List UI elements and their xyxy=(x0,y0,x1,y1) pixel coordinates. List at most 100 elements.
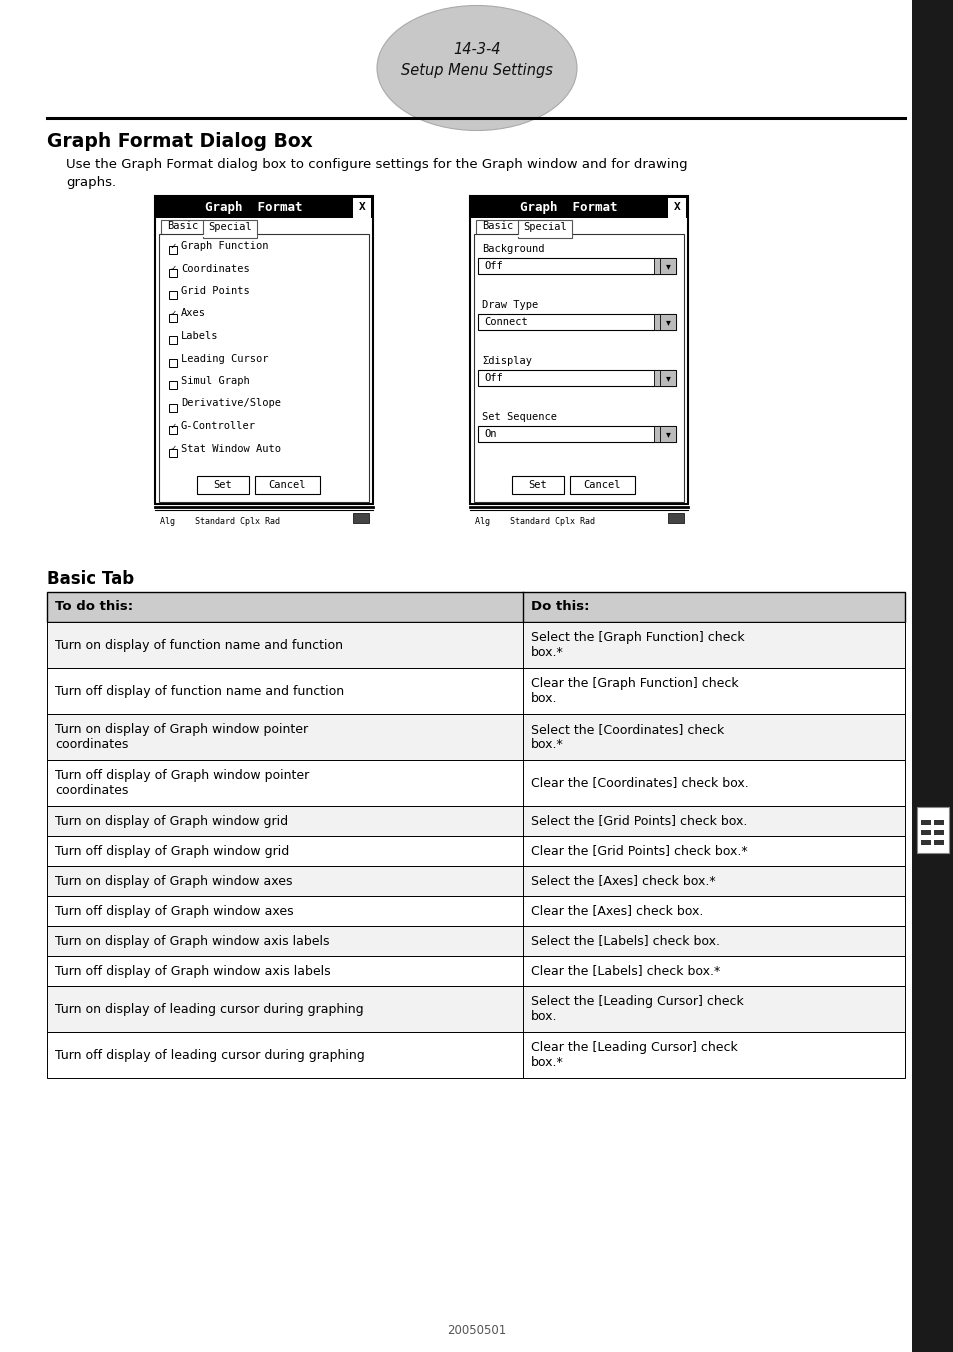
Text: ▾: ▾ xyxy=(665,429,670,439)
Bar xyxy=(933,830,943,836)
Text: ✓: ✓ xyxy=(171,443,175,453)
Bar xyxy=(47,896,904,926)
Text: 20050501: 20050501 xyxy=(447,1324,506,1337)
Text: Select the [Grid Points] check box.: Select the [Grid Points] check box. xyxy=(531,814,746,827)
Text: Derivative/Slope: Derivative/Slope xyxy=(181,399,281,408)
Text: Graph Function: Graph Function xyxy=(181,241,268,251)
Text: Axes: Axes xyxy=(181,308,206,319)
Bar xyxy=(47,926,904,956)
Text: ▾: ▾ xyxy=(665,373,670,383)
Text: G-Controller: G-Controller xyxy=(181,420,255,431)
Text: Turn off display of Graph window pointer
coordinates: Turn off display of Graph window pointer… xyxy=(55,769,309,796)
Bar xyxy=(517,220,572,238)
Bar xyxy=(920,821,930,825)
Text: Turn off display of Graph window axis labels: Turn off display of Graph window axis la… xyxy=(55,964,331,977)
Text: Graph Format Dialog Box: Graph Format Dialog Box xyxy=(47,132,313,151)
Text: Set: Set xyxy=(213,480,233,489)
Text: Alg    Standard Cplx Rad: Alg Standard Cplx Rad xyxy=(475,518,595,526)
Bar xyxy=(169,337,177,343)
Text: Clear the [Labels] check box.*: Clear the [Labels] check box.* xyxy=(531,964,720,977)
Text: Off: Off xyxy=(483,373,502,383)
Text: Turn on display of Graph window axis labels: Turn on display of Graph window axis lab… xyxy=(55,934,329,948)
Text: Special: Special xyxy=(208,222,252,233)
Text: Turn on display of leading cursor during graphing: Turn on display of leading cursor during… xyxy=(55,1002,363,1015)
Text: Connect: Connect xyxy=(483,316,527,327)
Text: ✓: ✓ xyxy=(171,310,175,318)
Text: Graph  Format: Graph Format xyxy=(519,200,618,214)
Bar xyxy=(569,476,635,493)
Bar xyxy=(161,220,205,237)
Text: Select the [Graph Function] check
box.*: Select the [Graph Function] check box.* xyxy=(531,631,744,658)
Text: Clear the [Coordinates] check box.: Clear the [Coordinates] check box. xyxy=(531,776,748,790)
Bar xyxy=(169,269,177,277)
Bar xyxy=(47,1032,904,1078)
Bar xyxy=(659,258,676,274)
Bar xyxy=(47,592,904,622)
Text: Turn on display of Graph window pointer
coordinates: Turn on display of Graph window pointer … xyxy=(55,723,308,750)
Text: Select the [Leading Cursor] check
box.: Select the [Leading Cursor] check box. xyxy=(531,995,743,1023)
Bar xyxy=(920,830,930,836)
Text: Stat Window Auto: Stat Window Auto xyxy=(181,443,281,453)
Bar xyxy=(477,370,676,387)
Bar xyxy=(916,807,948,853)
Text: Cancel: Cancel xyxy=(582,480,620,489)
Bar xyxy=(911,0,953,1352)
Text: Clear the [Leading Cursor] check
box.*: Clear the [Leading Cursor] check box.* xyxy=(531,1041,737,1069)
Bar xyxy=(159,234,369,502)
Text: On: On xyxy=(483,429,496,439)
Bar xyxy=(47,668,904,714)
Text: Draw Type: Draw Type xyxy=(481,300,537,310)
Bar xyxy=(477,314,676,330)
Text: Use the Graph Format dialog box to configure settings for the Graph window and f: Use the Graph Format dialog box to confi… xyxy=(66,158,687,170)
Text: Turn on display of Graph window grid: Turn on display of Graph window grid xyxy=(55,814,288,827)
Bar xyxy=(654,258,667,274)
Text: Clear the [Graph Function] check
box.: Clear the [Graph Function] check box. xyxy=(531,677,738,704)
Text: X: X xyxy=(358,201,365,212)
Text: Basic: Basic xyxy=(167,220,198,231)
Text: Turn off display of Graph window axes: Turn off display of Graph window axes xyxy=(55,904,294,918)
Text: ▾: ▾ xyxy=(665,316,670,327)
Bar xyxy=(654,426,667,442)
Text: Off: Off xyxy=(483,261,502,270)
Text: Labels: Labels xyxy=(181,331,218,341)
Bar xyxy=(47,836,904,867)
Bar xyxy=(47,760,904,806)
Text: graphs.: graphs. xyxy=(66,176,116,189)
Text: Turn off display of leading cursor during graphing: Turn off display of leading cursor durin… xyxy=(55,1049,364,1061)
Text: Clear the [Grid Points] check box.*: Clear the [Grid Points] check box.* xyxy=(531,845,747,857)
Bar xyxy=(654,314,667,330)
Text: Σdisplay: Σdisplay xyxy=(481,356,532,366)
Text: Select the [Coordinates] check
box.*: Select the [Coordinates] check box.* xyxy=(531,723,723,750)
Bar xyxy=(659,426,676,442)
Text: Turn off display of function name and function: Turn off display of function name and fu… xyxy=(55,684,344,698)
Bar xyxy=(920,840,930,845)
Bar xyxy=(169,358,177,366)
Bar xyxy=(169,449,177,457)
Text: Grid Points: Grid Points xyxy=(181,287,250,296)
Bar xyxy=(47,622,904,668)
Bar xyxy=(154,196,373,218)
Bar xyxy=(477,426,676,442)
Text: Basic Tab: Basic Tab xyxy=(47,571,134,588)
Bar xyxy=(47,956,904,986)
Text: Coordinates: Coordinates xyxy=(181,264,250,273)
Bar xyxy=(477,258,676,274)
Bar xyxy=(933,840,943,845)
Bar xyxy=(154,196,373,504)
Text: Select the [Axes] check box.*: Select the [Axes] check box.* xyxy=(531,875,715,887)
Text: Cancel: Cancel xyxy=(268,480,305,489)
Bar xyxy=(470,196,687,218)
Bar xyxy=(169,426,177,434)
Text: Simul Graph: Simul Graph xyxy=(181,376,250,387)
Bar xyxy=(659,314,676,330)
Text: Alg    Standard Cplx Rad: Alg Standard Cplx Rad xyxy=(160,518,280,526)
Text: Select the [Labels] check box.: Select the [Labels] check box. xyxy=(531,934,720,948)
Text: ✓: ✓ xyxy=(171,242,175,250)
Bar xyxy=(933,821,943,825)
Text: Special: Special xyxy=(522,222,566,233)
Bar xyxy=(667,197,685,218)
Text: Turn on display of Graph window axes: Turn on display of Graph window axes xyxy=(55,875,293,887)
Bar xyxy=(512,476,563,493)
Bar xyxy=(353,197,371,218)
Bar xyxy=(470,196,687,504)
